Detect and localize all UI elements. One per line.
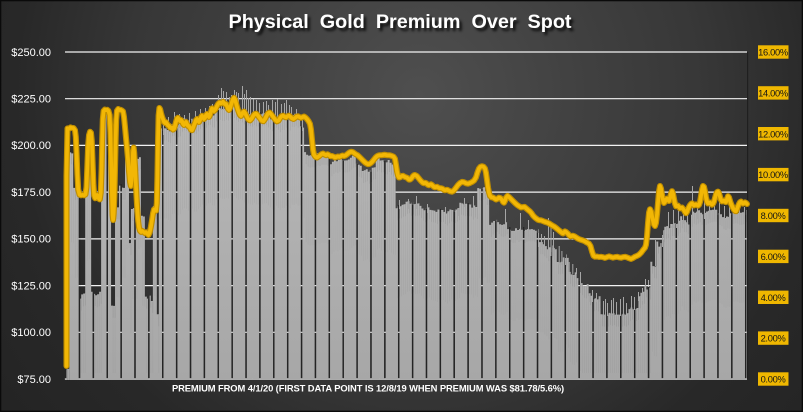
svg-text:$100.00: $100.00 [11,327,51,339]
svg-text:$200.00: $200.00 [11,140,51,152]
svg-text:14.00%: 14.00% [758,89,788,99]
svg-text:4.00%: 4.00% [761,293,786,303]
svg-text:$125.00: $125.00 [11,280,51,292]
svg-text:$75.00: $75.00 [17,374,51,386]
svg-text:$175.00: $175.00 [11,187,51,199]
svg-text:8.00%: 8.00% [761,211,786,221]
svg-text:6.00%: 6.00% [761,252,786,262]
svg-text:12.00%: 12.00% [758,129,788,139]
svg-text:0.00%: 0.00% [761,375,786,385]
svg-text:$225.00: $225.00 [11,94,51,106]
svg-text:10.00%: 10.00% [758,170,788,180]
svg-text:PREMIUM FROM 4/1/20 (FIRST DAT: PREMIUM FROM 4/1/20 (FIRST DATA POINT IS… [172,383,564,394]
svg-text:16.00%: 16.00% [758,48,788,58]
svg-text:Physical Gold Premium Over Spo: Physical Gold Premium Over Spot [229,11,572,33]
svg-text:$250.00: $250.00 [11,47,51,59]
svg-text:2.00%: 2.00% [761,334,786,344]
svg-text:$150.00: $150.00 [11,234,51,246]
